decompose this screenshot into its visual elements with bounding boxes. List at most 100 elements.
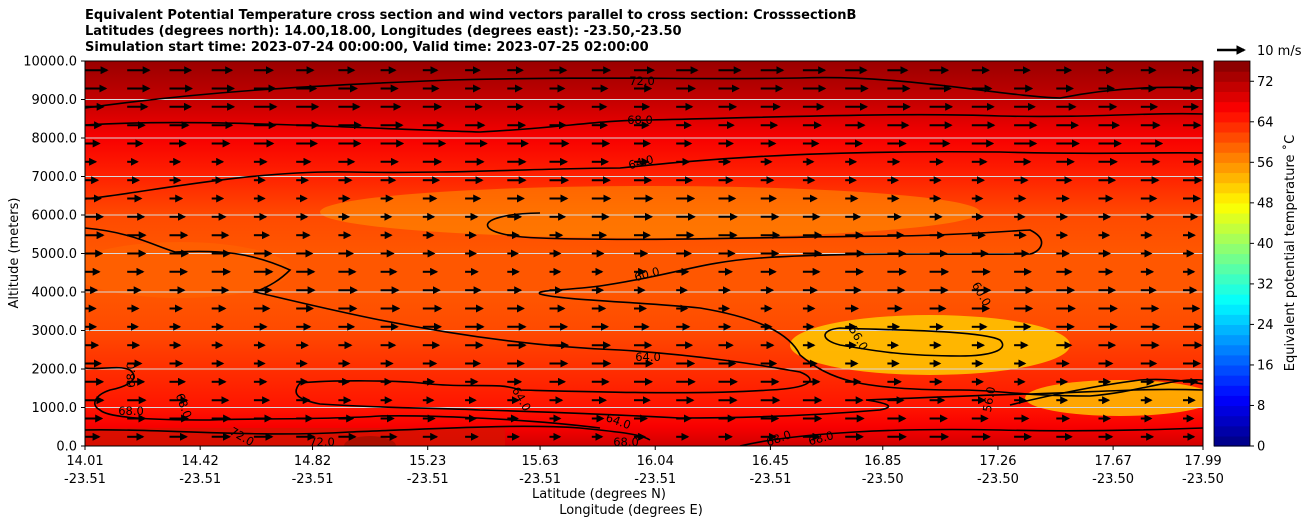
colorbar-tick-label: 64 xyxy=(1257,115,1274,130)
y-tick-label: 4000.0 xyxy=(32,286,78,301)
x-tick-label-lat: 16.04 xyxy=(637,454,674,469)
x-tick-label-lon: -23.50 xyxy=(977,472,1019,487)
y-tick-label: 3000.0 xyxy=(32,324,78,339)
x-tick-label-lat: 17.26 xyxy=(979,454,1016,469)
x-axis: 14.01 -23.51 14.42 -23.51 14.82 -23.51 15.23 -2… xyxy=(64,446,1224,487)
colorbar-band xyxy=(1214,364,1250,376)
x-tick-label-lat: 16.85 xyxy=(864,454,901,469)
y-axis-label: Altitude (meters) xyxy=(7,198,22,309)
colorbar-band xyxy=(1214,415,1250,427)
colorbar-tick-label: 48 xyxy=(1257,196,1274,211)
colorbar-band xyxy=(1214,405,1250,417)
colorbar: 0 8 16 24 32 40 48 56 64 72 xyxy=(1213,60,1274,455)
colorbar-band xyxy=(1214,344,1250,356)
plot-area: 72.068.064.060.060.056.064.064.068.068.0… xyxy=(84,60,1204,449)
x-tick-label-lon: -23.51 xyxy=(64,472,106,487)
colorbar-band xyxy=(1214,243,1250,255)
colorbar-band xyxy=(1214,314,1250,326)
contour-lines xyxy=(85,76,1203,446)
contour-line-68-lower xyxy=(85,366,601,429)
colorbar-band xyxy=(1214,263,1250,275)
colorbar-tick-label: 24 xyxy=(1257,318,1274,333)
colorbar-band xyxy=(1214,354,1250,366)
colorbar-band xyxy=(1214,131,1250,143)
chart-title-line-2: Latitudes (degrees north): 14.00,18.00, … xyxy=(85,24,682,39)
colorbar-tick-label: 56 xyxy=(1257,156,1274,171)
contour-label: 56.0 xyxy=(980,385,998,413)
colorbar-band xyxy=(1214,425,1250,437)
x-tick-label-lat: 17.67 xyxy=(1095,454,1132,469)
colorbar-band xyxy=(1214,71,1250,82)
x-tick-label-lon: -23.51 xyxy=(292,472,334,487)
colorbar-band xyxy=(1214,304,1250,315)
x-tick-label-lon: -23.51 xyxy=(179,472,221,487)
colorbar-band xyxy=(1214,172,1250,184)
colorbar-band xyxy=(1214,142,1250,153)
theta-e-min-region xyxy=(320,186,980,238)
y-axis: 0.0 1000.0 2000.0 3000.0 4000.0 5000.0 6000.0 7… xyxy=(23,55,85,455)
colorbar-tick-label: 0 xyxy=(1257,440,1265,455)
x-tick-label-lat: 14.42 xyxy=(182,454,219,469)
colorbar-band xyxy=(1214,435,1250,447)
contour-line-64-upper xyxy=(85,150,1203,200)
x-axis-label-longitude: Longitude (degrees E) xyxy=(559,503,703,518)
x-tick-label-lat: 15.23 xyxy=(409,454,446,469)
chart-title-line-1: Equivalent Potential Temperature cross s… xyxy=(85,8,857,23)
colorbar-band xyxy=(1214,81,1250,92)
wind-key: 10 m/s xyxy=(1217,44,1302,59)
wind-vectors xyxy=(85,66,1203,441)
y-tick-label: 0.0 xyxy=(56,440,77,455)
colorbar-band xyxy=(1214,324,1250,336)
colorbar-band xyxy=(1214,61,1250,72)
chart-title-line-3: Simulation start time: 2023-07-24 00:00:… xyxy=(85,40,649,55)
colorbar-tick-label: 72 xyxy=(1257,75,1274,90)
colorbar-band xyxy=(1214,192,1250,204)
y-tick-label: 5000.0 xyxy=(32,247,78,262)
colorbar-band xyxy=(1214,334,1250,346)
y-tick-label: 6000.0 xyxy=(32,209,78,224)
contour-label: 68.0 xyxy=(124,362,138,388)
contour-label: 64.0 xyxy=(635,350,661,364)
x-tick-label-lon: -23.50 xyxy=(1092,472,1134,487)
colorbar-band xyxy=(1214,212,1250,224)
x-tick-label-lon: -23.51 xyxy=(519,472,561,487)
y-tick-label: 1000.0 xyxy=(32,401,78,416)
x-tick-label-lat: 14.01 xyxy=(66,454,103,469)
colorbar-band xyxy=(1214,283,1250,295)
colorbar-band xyxy=(1214,101,1250,113)
colorbar-tick-label: 8 xyxy=(1257,399,1265,414)
colorbar-band xyxy=(1214,294,1250,305)
colorbar-band xyxy=(1214,152,1250,163)
x-tick-label-lon: -23.51 xyxy=(634,472,676,487)
colorbar-band xyxy=(1214,385,1250,396)
colorbar-band xyxy=(1214,233,1250,244)
y-tick-label: 9000.0 xyxy=(32,93,78,108)
x-tick-label-lat: 17.99 xyxy=(1184,454,1221,469)
colorbar-band xyxy=(1214,182,1250,194)
colorbar-band xyxy=(1214,162,1250,174)
colorbar-band xyxy=(1214,395,1250,407)
colorbar-band xyxy=(1214,111,1250,123)
colorbar-tick-label: 32 xyxy=(1257,277,1274,292)
x-axis-label-latitude: Latitude (degrees N) xyxy=(532,487,666,502)
colorbar-band xyxy=(1214,253,1250,265)
colorbar-band xyxy=(1214,202,1250,214)
colorbar-band xyxy=(1214,375,1250,386)
wind-key-label: 10 m/s xyxy=(1257,44,1302,59)
y-tick-label: 10000.0 xyxy=(23,55,77,70)
colorbar-band xyxy=(1214,223,1250,234)
contour-line-72-lower xyxy=(85,425,651,441)
colorbar-band xyxy=(1214,273,1250,285)
contour-line-72 xyxy=(85,76,1203,109)
contour-line-60 xyxy=(487,212,1203,397)
x-tick-label-lon: -23.50 xyxy=(1182,472,1224,487)
x-tick-label-lon: -23.51 xyxy=(407,472,449,487)
y-tick-label: 7000.0 xyxy=(32,170,78,185)
y-tick-label: 2000.0 xyxy=(32,363,78,378)
colorbar-label: Equivalent potential temperature ˚C xyxy=(1282,135,1298,371)
theta-e-min-region xyxy=(1025,380,1203,416)
colorbar-band xyxy=(1214,91,1250,103)
x-tick-label-lon: -23.51 xyxy=(749,472,791,487)
colorbar-frame xyxy=(1213,60,1251,447)
